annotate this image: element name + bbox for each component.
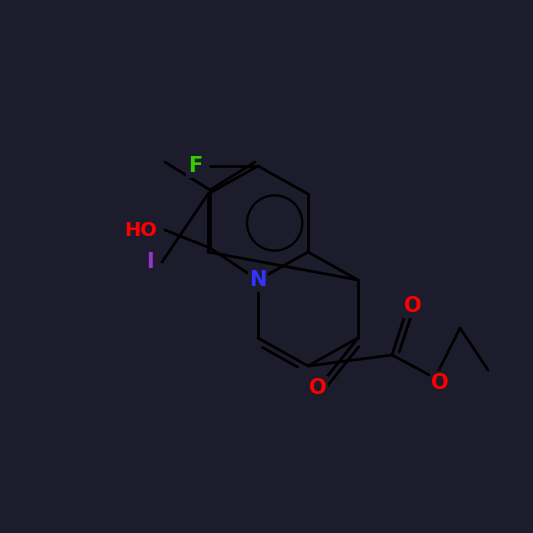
Text: F: F [188,156,202,176]
Text: N: N [249,270,266,290]
Text: I: I [147,252,154,272]
Text: O: O [431,373,449,393]
Text: HO: HO [124,221,157,239]
Text: O: O [404,296,422,316]
Text: O: O [309,378,327,398]
